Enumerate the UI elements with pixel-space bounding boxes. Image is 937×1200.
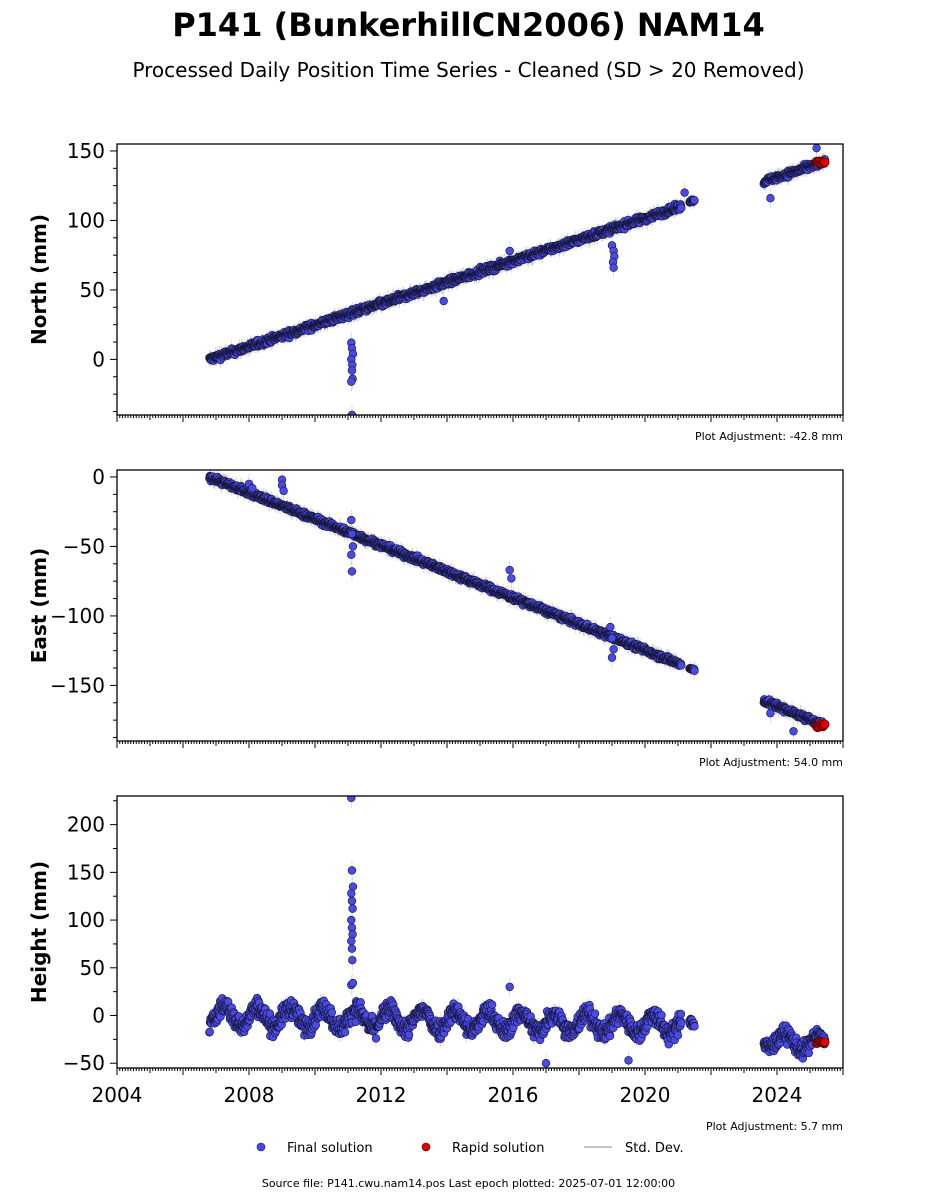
y-axis-label: North (mm) bbox=[27, 214, 51, 345]
plot-adjustment: Plot Adjustment: -42.8 mm bbox=[695, 430, 843, 443]
final-point bbox=[680, 188, 689, 197]
plot-area bbox=[205, 144, 830, 415]
panel-north: 0 50 100 150 North (mm) Plot Adjustment: -42.… bbox=[27, 139, 844, 443]
final-point bbox=[347, 410, 357, 415]
final-point bbox=[609, 263, 618, 272]
final-point bbox=[677, 203, 686, 213]
plot-area bbox=[205, 470, 830, 741]
final-point bbox=[347, 377, 356, 386]
final-points bbox=[205, 144, 830, 415]
y-tick-label: 100 bbox=[67, 208, 105, 232]
final-point bbox=[766, 194, 775, 203]
final-point bbox=[690, 196, 699, 205]
final-point bbox=[439, 296, 448, 306]
chart-title: P141 (BunkerhillCN2006) NAM14 bbox=[172, 6, 765, 44]
y-tick-label: 0 bbox=[92, 347, 105, 371]
final-point bbox=[505, 246, 514, 256]
stddev-bars bbox=[209, 144, 826, 415]
y-tick-label: 150 bbox=[67, 139, 105, 163]
time-series-plots: 0 50 100 150 North (mm) Plot Adjustment: -42.… bbox=[27, 139, 844, 1156]
final-point bbox=[347, 366, 357, 375]
rapid-point bbox=[820, 157, 830, 167]
chart-subtitle: Processed Daily Position Time Series - C… bbox=[132, 58, 805, 82]
y-tick-label: 50 bbox=[80, 278, 105, 302]
final-point bbox=[812, 144, 821, 153]
